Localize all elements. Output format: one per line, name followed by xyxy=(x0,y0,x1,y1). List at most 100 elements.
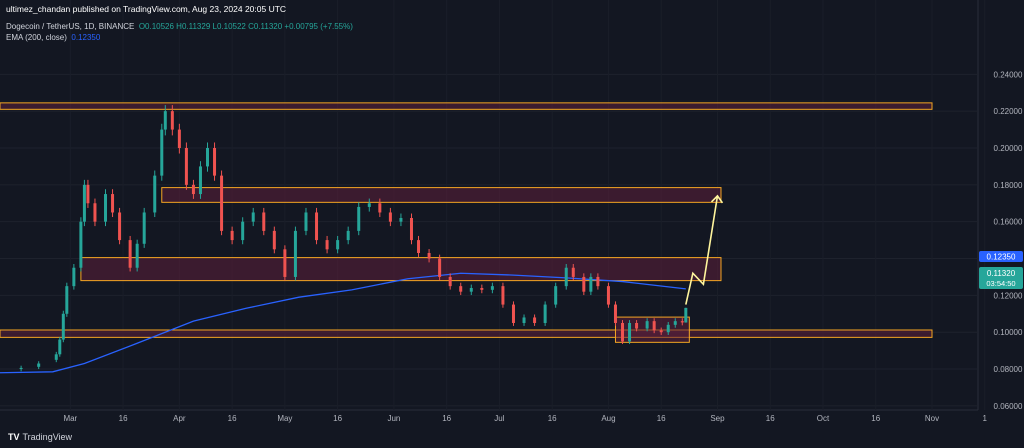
time-tick-label: 1 xyxy=(983,414,988,423)
time-tick-label: May xyxy=(277,414,292,423)
time-tick-label: 16 xyxy=(766,414,775,423)
candle-body xyxy=(438,258,442,277)
tradingview-logo-icon: TV xyxy=(8,432,20,442)
candle-body xyxy=(522,317,526,323)
candle-body xyxy=(378,203,382,213)
candle-body xyxy=(448,276,452,287)
candle-body xyxy=(128,240,132,268)
candle-body xyxy=(142,212,146,244)
candle-body xyxy=(652,321,656,331)
time-tick-label: 16 xyxy=(119,414,128,423)
candle-body xyxy=(163,111,167,130)
ema-line xyxy=(0,272,686,374)
time-tick-label: Apr xyxy=(173,414,186,423)
candle-body xyxy=(93,203,97,222)
candle-body xyxy=(399,217,403,222)
candle-body xyxy=(304,212,308,231)
price-tick-label: 0.08000 xyxy=(994,365,1023,374)
candle-body xyxy=(336,240,340,250)
time-tick-label: Nov xyxy=(925,414,939,423)
candle-body xyxy=(177,129,181,148)
candle-body xyxy=(230,230,234,241)
candle-body xyxy=(19,367,23,370)
candle-body xyxy=(533,317,537,323)
candle-body xyxy=(153,175,157,213)
candle-body xyxy=(571,267,575,277)
candle-body xyxy=(613,304,617,323)
time-axis[interactable]: Mar 16 Apr 16 May 16 Jun 16 Jul 16 Aug 16 Sep 16 Oct 16… xyxy=(63,414,987,423)
candle-body xyxy=(160,129,164,176)
candle-body xyxy=(251,212,255,222)
time-tick-label: 16 xyxy=(442,414,451,423)
candle-body xyxy=(543,304,547,323)
candle-body xyxy=(61,313,65,340)
time-tick-label: Jun xyxy=(387,414,400,423)
last-price-tag-text: 0.11320 xyxy=(987,269,1016,278)
candle-body xyxy=(135,243,139,268)
tradingview-branding[interactable]: TV TradingView xyxy=(8,432,72,442)
time-tick-label: Sep xyxy=(710,414,725,423)
price-tick-label: 0.22000 xyxy=(994,107,1023,116)
candle-body xyxy=(645,321,649,329)
candle-body xyxy=(511,304,515,323)
candle-body xyxy=(283,249,287,277)
candle-body xyxy=(206,148,210,167)
candle-body xyxy=(490,286,494,290)
candle-body xyxy=(357,206,361,231)
candle-body xyxy=(628,322,632,342)
price-tags: 0.12350 0.11320 03:54:50 xyxy=(979,251,1023,289)
candle-body xyxy=(469,287,473,292)
candle-body xyxy=(367,203,371,207)
candle-body xyxy=(58,339,62,355)
ema-legend-value: 0.12350 xyxy=(71,33,101,42)
publisher-line: ultimez_chandan published on TradingView… xyxy=(6,4,287,14)
candle-body xyxy=(582,276,586,292)
candle-body xyxy=(293,230,297,277)
candle-body xyxy=(325,240,329,250)
candle-body xyxy=(554,286,558,305)
ema-curve xyxy=(0,272,686,374)
price-tick-label: 0.10000 xyxy=(994,328,1023,337)
ema-legend[interactable]: EMA (200, close) 0.12350 xyxy=(6,33,100,42)
last-price-tag xyxy=(979,267,1023,289)
candle-body xyxy=(427,252,431,259)
candle-body xyxy=(79,221,83,268)
time-tick-label: 16 xyxy=(548,414,557,423)
candle-body xyxy=(666,324,670,333)
candle-body xyxy=(635,322,639,329)
price-tick-label: 0.12000 xyxy=(994,291,1023,300)
candle-body xyxy=(621,322,625,342)
time-tick-label: Jul xyxy=(494,414,504,423)
price-tick-label: 0.24000 xyxy=(994,70,1023,79)
candle-body xyxy=(104,194,108,222)
candle-body xyxy=(54,354,58,360)
candle-body xyxy=(315,212,319,241)
ohlc-readout: O0.10526 H0.11329 L0.10522 C0.11320 +0.0… xyxy=(138,22,353,31)
candle-body xyxy=(241,221,245,241)
time-tick-label: 16 xyxy=(228,414,237,423)
price-tick-label: 0.20000 xyxy=(994,144,1023,153)
candle-body xyxy=(191,184,195,195)
candle-body xyxy=(37,363,41,367)
time-tick-label: 16 xyxy=(333,414,342,423)
candle-body xyxy=(501,286,505,305)
candle-body xyxy=(184,148,188,185)
candle-body xyxy=(480,287,484,290)
grid xyxy=(0,73,978,407)
candle-body xyxy=(262,212,266,231)
candle-body xyxy=(65,286,69,314)
candle-body xyxy=(346,230,350,241)
symbol-name[interactable]: Dogecoin / TetherUS, 1D, BINANCE xyxy=(6,22,135,31)
zone-box xyxy=(0,102,933,110)
candle-body xyxy=(459,286,463,292)
candle-body xyxy=(684,307,688,323)
zone-box xyxy=(161,187,722,203)
candles[interactable] xyxy=(19,105,688,372)
zones xyxy=(0,102,933,343)
symbol-info: Dogecoin / TetherUS, 1D, BINANCE O0.1052… xyxy=(6,22,353,31)
bar-countdown: 03:54:50 xyxy=(986,279,1015,288)
ema-price-tag-text: 0.12350 xyxy=(987,253,1016,262)
tradingview-brand: TradingView xyxy=(22,432,73,442)
